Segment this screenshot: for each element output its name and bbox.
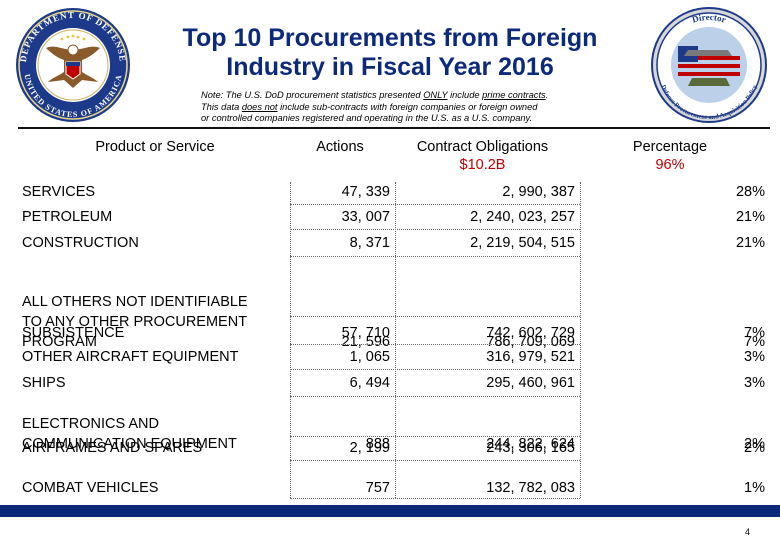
row-obligations: 316, 979, 521 <box>486 349 575 365</box>
product-line: PROGRAM <box>22 334 97 350</box>
row-actions: 57, 710 <box>341 325 390 341</box>
row-separator <box>290 316 580 318</box>
row-separator <box>290 436 580 438</box>
product-line: CONSTRUCTION <box>22 235 139 251</box>
row-obligations: 742, 602, 729 <box>486 325 575 341</box>
header-percentage: Percentage 96% <box>600 138 740 174</box>
row-product: ALL OTHERS NOT IDENTIFIABLE TO ANY OTHER … <box>22 292 248 352</box>
column-separator <box>395 182 397 498</box>
page-number: 4 <box>744 527 750 537</box>
row-separator <box>290 256 580 258</box>
row-percentage: 28% <box>735 184 765 200</box>
product-line: AIRFRAMES AND SPARES <box>22 440 203 456</box>
product-line: ELECTRONICS AND <box>22 416 159 432</box>
row-product: CONSTRUCTION <box>22 233 139 253</box>
header-obligations: Contract Obligations $10.2B <box>390 138 575 174</box>
row-separator <box>290 369 580 371</box>
row-percentage: 2% <box>744 436 765 452</box>
row-actions: 8, 371 <box>349 235 390 251</box>
row-product: AIRFRAMES AND SPARES <box>22 438 202 458</box>
dpap-seal-icon: Director Defense Procurement and Acquisi… <box>651 7 767 123</box>
product-line: SHIPS <box>22 375 66 391</box>
row-separator <box>290 229 580 231</box>
product-line: SUBSISTENCE <box>22 325 125 341</box>
row-obligations: 295, 460, 961 <box>486 375 575 391</box>
row-product: ELECTRONICS AND COMMUNICATION EQUIPMENT <box>22 414 237 454</box>
obligations-total: $10.2B <box>459 157 506 173</box>
row-percentage: 7% <box>744 325 765 341</box>
row-actions: 33, 007 <box>341 209 390 225</box>
row-actions: 6, 494 <box>349 375 390 391</box>
row-actions: 21, 596 <box>341 334 390 350</box>
row-separator <box>290 396 580 398</box>
product-line: PETROLEUM <box>22 209 113 225</box>
row-product: PETROLEUM <box>22 207 112 227</box>
product-line: TO ANY OTHER PROCUREMENT <box>22 314 248 330</box>
footer-bar <box>0 505 780 517</box>
product-line: COMBAT VEHICLES <box>22 480 159 496</box>
row-percentage: 21% <box>735 235 765 251</box>
row-separator <box>290 204 580 206</box>
row-percentage: 3% <box>744 375 765 391</box>
row-product: SHIPS <box>22 373 66 393</box>
row-percentage: 2% <box>744 440 765 456</box>
row-percentage: 21% <box>735 209 765 225</box>
column-separator <box>290 182 292 498</box>
product-line: ALL OTHERS NOT IDENTIFIABLE <box>22 294 248 310</box>
row-obligations: 2, 990, 387 <box>502 184 575 200</box>
row-actions: 888 <box>365 436 390 452</box>
row-separator <box>290 460 580 462</box>
product-line: OTHER AIRCRAFT EQUIPMENT <box>22 349 239 365</box>
note-text: Note: The U.S. DoD procurement statistic… <box>201 90 549 123</box>
row-percentage: 3% <box>744 349 765 365</box>
row-obligations: 244, 822, 624 <box>486 436 575 452</box>
row-actions: 1, 065 <box>349 349 390 365</box>
row-product: SUBSISTENCE <box>22 323 124 343</box>
row-percentage: 7% <box>744 334 765 350</box>
row-percentage: 1% <box>744 480 765 496</box>
row-actions: 47, 339 <box>341 184 390 200</box>
header-divider <box>18 127 770 129</box>
row-obligations: 786, 709, 069 <box>486 334 575 350</box>
row-product: COMBAT VEHICLES <box>22 478 158 498</box>
row-separator <box>290 498 580 500</box>
product-line: COMMUNICATION EQUIPMENT <box>22 436 237 452</box>
header-actions: Actions <box>316 139 364 155</box>
row-obligations: 2, 240, 023, 257 <box>470 209 575 225</box>
row-product: SERVICES <box>22 182 95 202</box>
row-actions: 2, 199 <box>349 440 390 456</box>
dod-seal-icon: DEPARTMENT OF DEFENSE UNITED STATES OF A… <box>16 8 130 122</box>
header-product: Product or Service <box>95 139 215 155</box>
row-separator <box>290 344 580 346</box>
column-separator <box>580 182 582 498</box>
svg-text:Director: Director <box>691 12 727 25</box>
row-actions: 757 <box>365 480 390 496</box>
row-obligations: 243, 306, 165 <box>486 440 575 456</box>
row-obligations: 2, 219, 504, 515 <box>470 235 575 251</box>
page-title: Top 10 Procurements from Foreign Industr… <box>182 24 598 81</box>
row-obligations: 132, 782, 083 <box>486 480 575 496</box>
product-line: SERVICES <box>22 184 96 200</box>
row-product: OTHER AIRCRAFT EQUIPMENT <box>22 347 238 367</box>
percentage-total: 96% <box>655 157 685 173</box>
